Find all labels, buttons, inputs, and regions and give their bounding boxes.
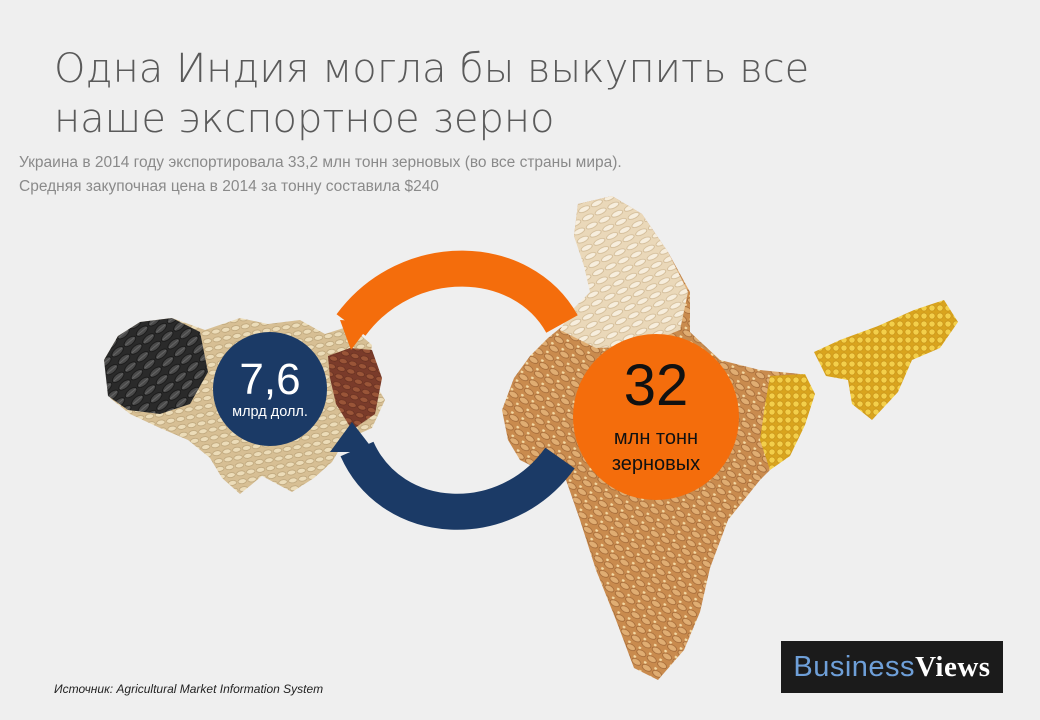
grain-volume-unit-line-2: зерновых bbox=[611, 453, 701, 475]
exchange-arrows bbox=[330, 250, 578, 530]
subtitle-line-2: Средняя закупочная цена в 2014 за тонну … bbox=[19, 178, 439, 195]
export-value-unit: млрд долл. bbox=[232, 404, 308, 420]
page-title: Одна Индия могла бы выкупить все наше эк… bbox=[54, 46, 810, 142]
source-note: Источник: Agricultural Market Informatio… bbox=[54, 682, 324, 696]
orange-arrowhead bbox=[340, 320, 372, 350]
subtitle-line-1: Украина в 2014 году экспортировала 33,2 … bbox=[19, 154, 622, 171]
subtitle: Украина в 2014 году экспортировала 33,2 … bbox=[19, 151, 622, 199]
grain-volume-unit-line-1: млн тонн bbox=[613, 427, 699, 449]
logo-business: Business bbox=[793, 650, 916, 683]
export-value: 7,6 bbox=[239, 355, 301, 404]
grain-volume-bubble: 32 млн тонн зерновых bbox=[573, 334, 739, 500]
grain-volume-value: 32 bbox=[623, 353, 689, 418]
business-views-logo: Business Views bbox=[781, 641, 1003, 693]
navy-arrowhead bbox=[330, 422, 375, 452]
export-value-bubble: 7,6 млрд долл. bbox=[213, 332, 327, 446]
logo-views: Views bbox=[915, 650, 991, 683]
